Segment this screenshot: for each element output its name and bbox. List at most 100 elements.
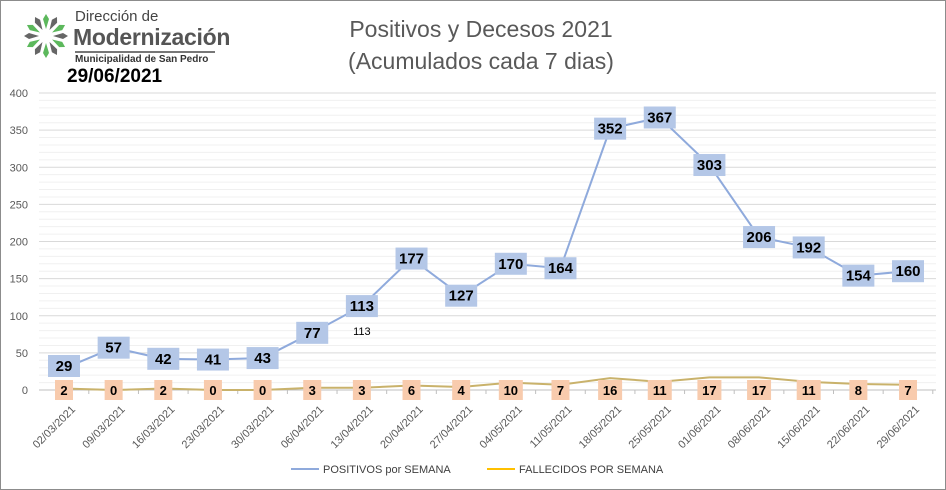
x-tick-label: 18/05/2021	[577, 404, 624, 451]
data-label-box	[395, 247, 428, 270]
data-label-box	[154, 380, 173, 400]
data-label: 177	[399, 251, 424, 268]
data-label-box	[303, 380, 322, 400]
data-label-box	[196, 348, 229, 371]
data-label-box	[402, 380, 421, 400]
data-label-box	[494, 252, 527, 275]
logo-petal	[43, 14, 49, 29]
data-label-box	[296, 321, 329, 344]
x-tick-label: 23/03/2021	[180, 404, 227, 451]
data-label: 0	[110, 383, 117, 398]
data-label: 43	[254, 350, 271, 367]
data-label-box	[892, 260, 924, 283]
legend-label: POSITIVOS por SEMANA	[323, 464, 451, 476]
data-label: 57	[105, 340, 122, 357]
logo-line3: Municipalidad de San Pedro	[75, 51, 215, 65]
data-label-box	[796, 380, 821, 400]
logo-petal	[43, 43, 49, 58]
y-tick-label: 50	[16, 348, 28, 360]
data-label: 303	[697, 157, 722, 174]
logo-petal	[49, 42, 58, 56]
data-label-box	[747, 380, 772, 400]
y-tick-label: 200	[10, 237, 28, 249]
y-tick-label: 250	[10, 199, 28, 211]
logo-petal	[26, 39, 40, 48]
logo: Dirección de Modernización Municipalidad…	[23, 8, 230, 65]
x-tick-label: 02/03/2021	[31, 404, 78, 451]
data-label: 0	[209, 383, 216, 398]
data-label-box	[693, 154, 726, 177]
logo-petal	[34, 16, 43, 30]
x-tick-label: 27/04/2021	[428, 404, 475, 451]
logo-petal	[52, 24, 66, 33]
x-tick-label: 25/05/2021	[626, 404, 673, 451]
data-label: 6	[408, 383, 415, 398]
data-label: 11	[653, 383, 667, 398]
data-label-box	[104, 380, 123, 400]
data-label: 352	[598, 121, 623, 138]
report-date: 29/06/2021	[67, 66, 163, 87]
data-label-box	[97, 336, 130, 359]
data-label-box	[203, 380, 222, 400]
y-tick-label: 300	[10, 162, 28, 174]
data-label-box	[452, 380, 471, 400]
data-label-box	[445, 284, 478, 307]
x-tick-label: 13/04/2021	[329, 404, 376, 451]
data-label: 2	[160, 383, 167, 398]
data-label: 7	[557, 383, 564, 398]
data-label: 16	[603, 383, 617, 398]
logo-petal	[52, 39, 66, 48]
data-label-box	[253, 380, 272, 400]
data-label: 113	[350, 298, 374, 315]
data-label-box	[352, 380, 371, 400]
data-label: 17	[752, 383, 766, 398]
title-line1: Positivos y Decesos 2021	[349, 16, 613, 42]
data-label: 154	[846, 268, 872, 285]
data-label-box	[551, 380, 570, 400]
data-label: 367	[647, 110, 672, 127]
title-line2: (Acumulados cada 7 dias)	[348, 48, 614, 74]
data-label: 127	[449, 288, 474, 305]
data-label-box	[345, 295, 378, 318]
x-tick-label: 29/06/2021	[875, 404, 922, 451]
logo-petal	[24, 33, 39, 39]
data-label: 206	[747, 229, 772, 246]
logo-petal	[49, 16, 58, 30]
data-label: 41	[205, 352, 222, 369]
series-line-fallecidos	[63, 376, 909, 392]
x-tick-label: 15/06/2021	[775, 404, 822, 451]
logo-petal	[34, 42, 43, 56]
data-label: 160	[895, 263, 920, 280]
data-label: 2	[60, 383, 67, 398]
x-tick-label: 20/04/2021	[378, 404, 425, 451]
logo-line1: Dirección de	[75, 8, 159, 25]
data-label: 170	[498, 256, 523, 273]
x-tick-label: 08/06/2021	[726, 404, 773, 451]
data-label-box	[544, 257, 577, 280]
x-tick-label: 11/05/2021	[528, 404, 575, 451]
x-tick-label: 16/03/2021	[130, 404, 177, 451]
data-label: 77	[304, 325, 321, 342]
logo-petal	[53, 33, 68, 39]
logo-petal	[26, 24, 40, 33]
annotation-label: 113	[353, 326, 371, 338]
data-label-box	[55, 380, 73, 400]
data-label-box	[697, 380, 722, 400]
data-label: 0	[259, 383, 266, 398]
data-label: 4	[458, 383, 466, 398]
data-label-box	[594, 117, 627, 140]
logo-line2: Modernización	[73, 24, 231, 50]
data-label-box	[647, 380, 672, 400]
y-tick-label: 350	[10, 125, 28, 137]
data-label-box	[743, 226, 776, 249]
x-tick-label: 30/03/2021	[229, 404, 276, 451]
data-label-box	[899, 380, 917, 400]
data-label-box	[643, 106, 676, 129]
data-label: 164	[548, 260, 574, 277]
data-label: 3	[358, 383, 365, 398]
data-label: 11	[802, 383, 816, 398]
data-label-box	[246, 347, 279, 370]
data-label: 17	[702, 383, 716, 398]
